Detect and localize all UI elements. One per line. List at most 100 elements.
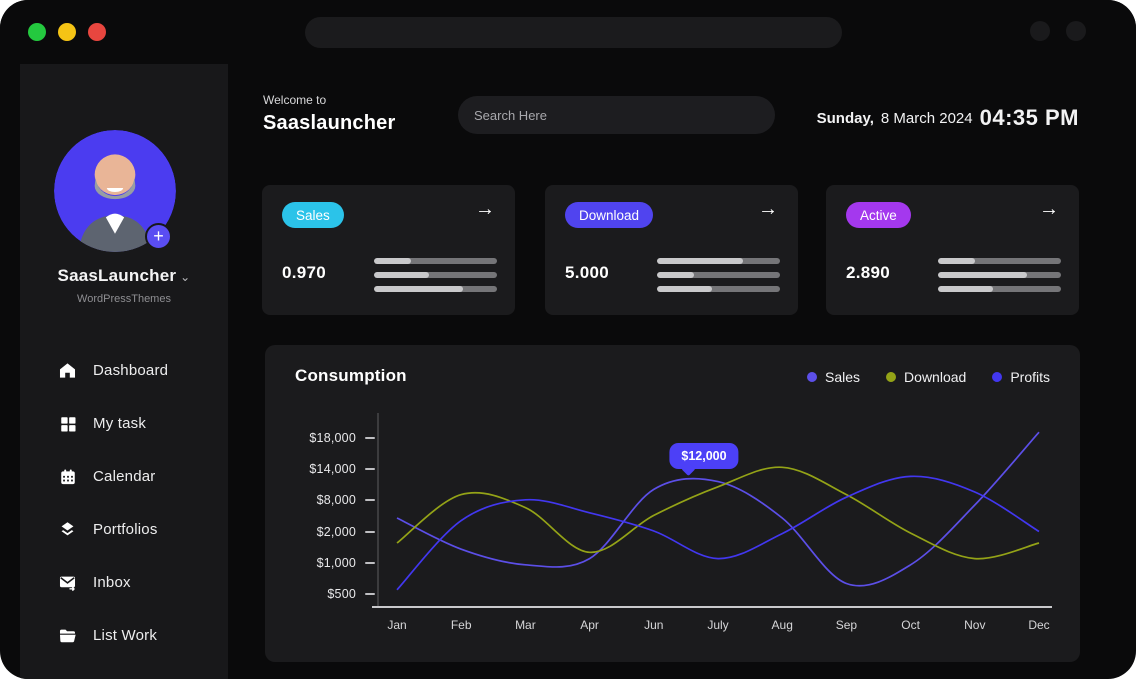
- progress-bar-fill: [374, 258, 411, 264]
- stat-card-download: Download → 5.000: [545, 185, 798, 315]
- x-axis-label: Sep: [836, 618, 858, 632]
- sidebar-item-inbox[interactable]: Inbox: [20, 556, 228, 609]
- x-axis-label: Jun: [644, 618, 663, 632]
- arrow-right-icon[interactable]: →: [1039, 198, 1059, 220]
- sidebar-item-list-work[interactable]: List Work: [20, 609, 228, 662]
- sidebar-item-label: Dashboard: [93, 362, 169, 379]
- legend-dot-icon: [992, 372, 1003, 382]
- sidebar-item-dashboard[interactable]: Dashboard: [20, 344, 228, 397]
- y-axis-tick: [365, 530, 375, 533]
- window-minimize-button[interactable]: [58, 23, 76, 41]
- stat-value: 0.970: [282, 263, 327, 282]
- sidebar-nav: Dashboard My task Calendar Portfolios: [20, 344, 228, 662]
- y-axis-label-row: $8,000: [283, 493, 375, 507]
- sidebar-item-label: Portfolios: [93, 521, 158, 538]
- date-day: Sunday,: [816, 109, 874, 127]
- progress-bar-fill: [657, 258, 744, 264]
- progress-bars: [374, 258, 497, 300]
- titlebar-extension-icon[interactable]: [1030, 21, 1050, 41]
- x-axis-label: Jan: [387, 618, 406, 632]
- legend-dot-icon: [807, 372, 818, 382]
- time-text: 04:35 PM: [979, 105, 1079, 130]
- avatar[interactable]: +: [54, 130, 176, 252]
- y-axis-label: $2,000: [316, 524, 356, 539]
- calendar-icon: [58, 467, 77, 486]
- titlebar-menu-icon[interactable]: [1066, 21, 1086, 41]
- sidebar-item-portfolios[interactable]: Portfolios: [20, 503, 228, 556]
- x-axis-label: Aug: [772, 618, 793, 632]
- progress-bar-fill: [374, 286, 463, 292]
- progress-bar-fill: [938, 272, 1027, 278]
- progress-bar-fill: [657, 286, 713, 292]
- page-title: Saaslauncher: [263, 112, 396, 134]
- legend-item-profits[interactable]: Profits: [992, 369, 1050, 385]
- x-axis-label: July: [707, 618, 728, 632]
- y-axis-label-row: $18,000: [283, 431, 375, 445]
- inbox-icon: [58, 573, 77, 592]
- y-axis-label: $8,000: [316, 493, 356, 508]
- stat-value: 2.890: [846, 263, 891, 282]
- add-profile-button[interactable]: +: [145, 223, 172, 250]
- chart-tooltip: $12,000: [669, 442, 739, 469]
- progress-bar-fill: [657, 272, 694, 278]
- y-axis-label-row: $1,000: [283, 556, 375, 570]
- legend-item-sales[interactable]: Sales: [807, 369, 860, 385]
- layers-icon: [58, 520, 77, 539]
- arrow-right-icon[interactable]: →: [475, 198, 495, 220]
- progress-bars: [657, 258, 780, 300]
- plus-icon: +: [153, 226, 164, 246]
- progress-bar-fill: [938, 258, 975, 264]
- y-axis-label: $14,000: [309, 462, 356, 477]
- y-axis-tick: [365, 468, 375, 471]
- avatar-image: [54, 130, 176, 252]
- status-badge: Sales: [282, 202, 344, 228]
- titlebar: [0, 0, 1136, 64]
- y-axis-tick: [365, 499, 375, 502]
- status-badge: Active: [846, 202, 911, 228]
- chevron-down-icon: ⌄: [180, 270, 191, 284]
- y-axis-tick: [365, 561, 375, 564]
- chart-line-profits: [396, 475, 1040, 591]
- date-text: 8 March 2024: [880, 109, 973, 127]
- sidebar-item-label: List Work: [93, 627, 158, 644]
- profile-name[interactable]: SaasLauncher ⌄: [57, 266, 191, 285]
- x-axis-label: Oct: [901, 618, 920, 632]
- progress-bar-fill: [374, 272, 430, 278]
- chart-title: Consumption: [295, 366, 407, 385]
- stat-card-active: Active → 2.890: [826, 185, 1079, 315]
- y-axis-label: $1,000: [316, 555, 356, 570]
- arrow-right-icon[interactable]: →: [758, 198, 778, 220]
- chart-line-sales: [396, 431, 1040, 587]
- x-axis-label: Nov: [964, 618, 985, 632]
- status-badge: Download: [565, 202, 654, 228]
- window-zoom-button[interactable]: [28, 23, 46, 41]
- sidebar-item-label: Calendar: [93, 468, 156, 485]
- sidebar-item-my-task[interactable]: My task: [20, 397, 228, 450]
- sidebar-item-calendar[interactable]: Calendar: [20, 450, 228, 503]
- y-axis-label: $18,000: [309, 431, 356, 445]
- window-close-button[interactable]: [88, 23, 106, 41]
- chart-legend: Sales Download Profits: [807, 369, 1050, 385]
- datetime: Sunday, 8 March 2024 04:35 PM: [817, 102, 1079, 134]
- line-chart: Jan Feb Mar Apr Jun July Aug Sep Oct Nov Dec: [372, 413, 1052, 632]
- sidebar-item-label: Inbox: [93, 574, 131, 591]
- legend-item-download[interactable]: Download: [886, 369, 966, 385]
- search-input[interactable]: [458, 96, 775, 134]
- y-axis-tick: [365, 437, 375, 439]
- y-axis-label-row: $2,000: [283, 525, 375, 539]
- y-axis-label-row: $500: [283, 587, 375, 601]
- stat-card-sales: Sales → 0.970: [262, 185, 515, 315]
- progress-bars: [938, 258, 1061, 300]
- address-bar[interactable]: [305, 17, 842, 48]
- progress-bar-fill: [938, 286, 994, 292]
- legend-dot-icon: [886, 372, 897, 382]
- folder-icon: [58, 626, 77, 645]
- x-axis-label: Dec: [1028, 618, 1049, 632]
- sidebar-item-label: My task: [93, 415, 147, 432]
- stat-value: 5.000: [565, 263, 610, 282]
- grid-icon: [58, 414, 77, 433]
- y-axis-label-row: $14,000: [283, 462, 375, 476]
- profile-subtitle: WordPressThemes: [77, 293, 171, 305]
- y-axis-label: $500: [327, 587, 356, 601]
